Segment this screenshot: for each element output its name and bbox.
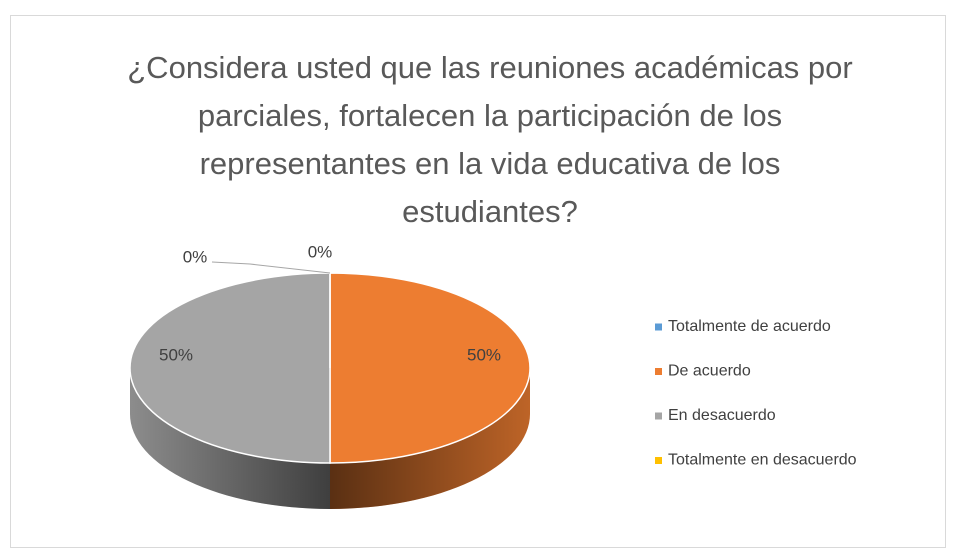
slice-side-shade	[330, 368, 530, 509]
legend-label: De acuerdo	[668, 363, 751, 380]
legend-swatch	[655, 412, 662, 420]
slice-side-shade	[130, 368, 330, 509]
legend-label: Totalmente en desacuerdo	[668, 452, 857, 469]
data-label: 50%	[467, 345, 501, 364]
legend-label: Totalmente de acuerdo	[668, 318, 831, 335]
chart-frame	[10, 15, 946, 548]
data-label: 0%	[183, 247, 208, 266]
data-label: 50%	[159, 345, 193, 364]
legend-label: En desacuerdo	[668, 407, 776, 424]
legend-swatch	[655, 457, 662, 464]
slice	[129, 272, 331, 464]
chart-title: ¿Considera usted que las reuniones acadé…	[127, 50, 853, 229]
data-label: 0%	[308, 242, 333, 261]
legend-swatch	[655, 323, 662, 331]
slice	[329, 272, 531, 464]
leader-line	[211, 261, 331, 274]
legend-swatch	[655, 368, 662, 375]
